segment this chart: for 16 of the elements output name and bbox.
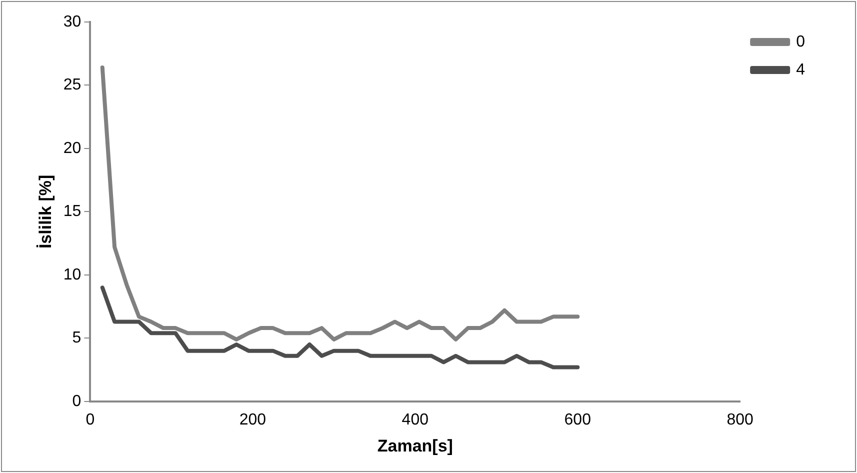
x-tick-label: 800 — [726, 411, 754, 428]
x-tick-label: 200 — [239, 411, 266, 428]
legend-label: 4 — [796, 61, 806, 78]
y-tick-label: 5 — [72, 330, 82, 347]
x-tick-label: 0 — [86, 411, 95, 428]
y-tick-label: 25 — [63, 76, 82, 94]
y-tick-label: 20 — [63, 140, 82, 157]
legend-label: 0 — [796, 33, 806, 50]
y-axis-title: İslilik [%] — [36, 174, 55, 249]
y-tick-label: 15 — [63, 203, 82, 220]
y-tick-label: 10 — [63, 266, 82, 284]
x-tick-label: 400 — [402, 411, 429, 428]
y-tick-label: 30 — [63, 13, 82, 30]
x-axis-title: Zaman[s] — [377, 436, 453, 456]
y-tick-label: 0 — [72, 392, 82, 410]
x-tick-label: 600 — [564, 411, 592, 428]
